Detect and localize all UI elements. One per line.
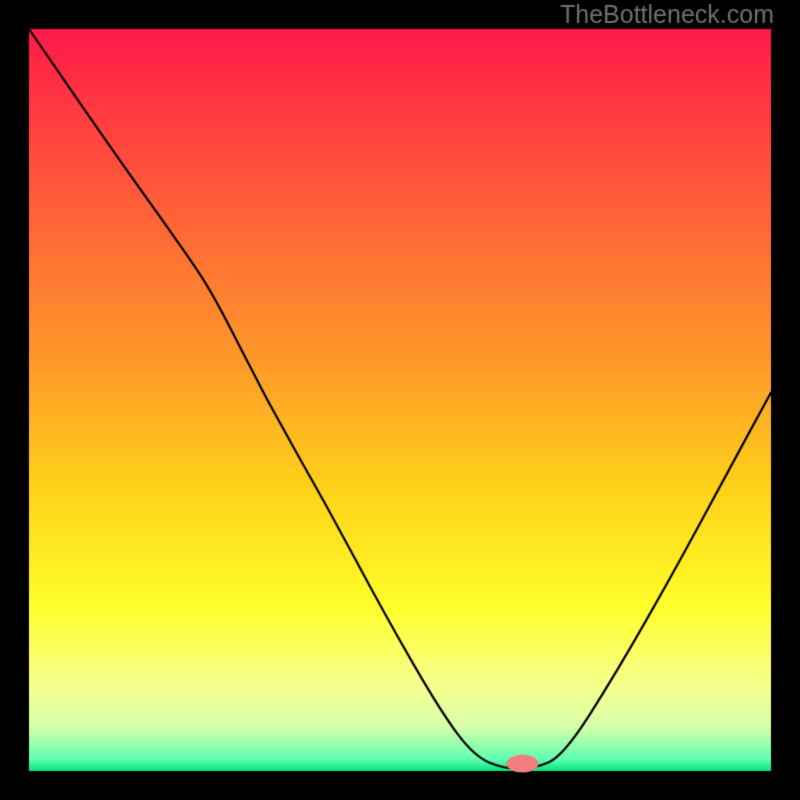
chart-root (0, 0, 800, 800)
bottleneck-chart (0, 0, 800, 800)
